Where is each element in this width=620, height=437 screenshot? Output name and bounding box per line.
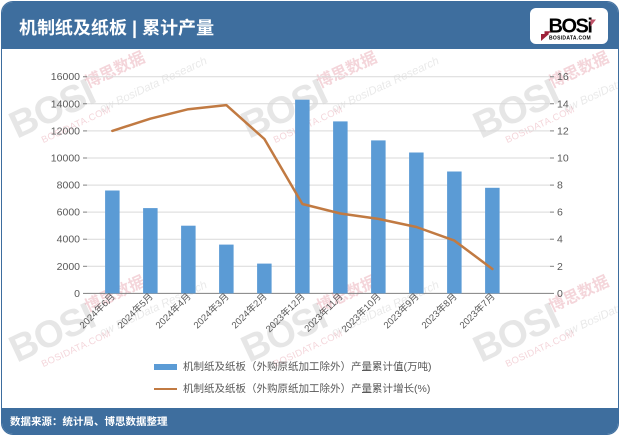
svg-text:BOSi: BOSi <box>549 16 593 38</box>
svg-text:BOSIDATA.COM: BOSIDATA.COM <box>549 36 591 42</box>
